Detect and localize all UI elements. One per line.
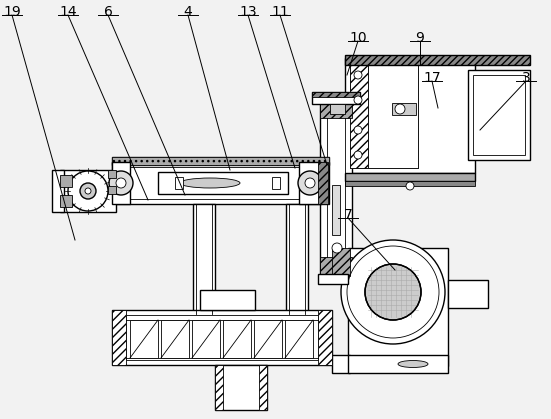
Circle shape: [354, 151, 362, 159]
Bar: [286, 204, 308, 314]
Circle shape: [354, 126, 362, 134]
Bar: [318, 162, 328, 204]
Ellipse shape: [398, 360, 428, 367]
Text: 17: 17: [423, 71, 441, 85]
Circle shape: [85, 188, 91, 194]
Circle shape: [332, 243, 342, 253]
Polygon shape: [130, 320, 158, 358]
Bar: [345, 173, 475, 181]
Bar: [215, 365, 267, 410]
Ellipse shape: [180, 178, 240, 188]
Bar: [60, 170, 116, 212]
Circle shape: [80, 183, 96, 199]
Circle shape: [298, 171, 322, 195]
Bar: [318, 310, 332, 365]
Bar: [112, 157, 329, 165]
Bar: [345, 58, 475, 173]
Circle shape: [365, 264, 421, 320]
Bar: [60, 175, 72, 187]
Bar: [60, 195, 72, 207]
Bar: [345, 181, 475, 186]
Bar: [117, 167, 324, 199]
Bar: [215, 365, 223, 410]
Circle shape: [68, 171, 108, 211]
Text: 13: 13: [239, 5, 257, 19]
Bar: [392, 103, 416, 115]
Text: 10: 10: [349, 31, 367, 45]
Polygon shape: [223, 320, 251, 358]
Polygon shape: [192, 320, 220, 358]
Text: 11: 11: [271, 5, 289, 19]
Polygon shape: [254, 320, 282, 358]
Bar: [193, 204, 215, 314]
Bar: [332, 185, 340, 235]
Bar: [112, 310, 332, 365]
Bar: [318, 274, 348, 284]
Bar: [108, 170, 116, 178]
Text: 14: 14: [59, 5, 77, 19]
Bar: [259, 365, 267, 410]
Bar: [348, 355, 448, 373]
Circle shape: [354, 71, 362, 79]
Circle shape: [305, 178, 315, 188]
Polygon shape: [161, 320, 189, 358]
Bar: [320, 257, 352, 275]
Bar: [112, 157, 329, 165]
Bar: [345, 55, 530, 65]
Text: 6: 6: [104, 5, 112, 19]
Bar: [158, 172, 288, 194]
Text: 3: 3: [522, 71, 531, 85]
Bar: [473, 75, 525, 155]
Polygon shape: [285, 320, 313, 358]
Bar: [200, 290, 255, 310]
Bar: [112, 162, 329, 204]
Bar: [52, 170, 64, 212]
Bar: [320, 100, 352, 118]
Text: 7: 7: [344, 208, 353, 222]
Circle shape: [116, 178, 126, 188]
Circle shape: [109, 171, 133, 195]
Bar: [112, 162, 130, 204]
Bar: [312, 92, 360, 104]
Bar: [112, 310, 126, 365]
Bar: [348, 248, 448, 366]
Circle shape: [354, 96, 362, 104]
Bar: [108, 186, 116, 194]
Circle shape: [347, 246, 439, 338]
Bar: [468, 70, 530, 160]
Text: 9: 9: [415, 31, 424, 45]
Bar: [330, 104, 345, 114]
Bar: [312, 92, 360, 97]
Circle shape: [395, 104, 405, 114]
Bar: [126, 315, 318, 360]
Bar: [448, 280, 488, 308]
Bar: [350, 63, 368, 168]
Text: 19: 19: [3, 5, 21, 19]
Circle shape: [341, 240, 445, 344]
Bar: [368, 63, 418, 168]
Bar: [175, 177, 183, 189]
Bar: [320, 100, 352, 275]
Text: 4: 4: [183, 5, 192, 19]
Bar: [350, 63, 418, 168]
Bar: [299, 162, 321, 204]
Bar: [272, 177, 280, 189]
Bar: [332, 248, 350, 276]
Bar: [332, 355, 350, 373]
Circle shape: [406, 182, 414, 190]
